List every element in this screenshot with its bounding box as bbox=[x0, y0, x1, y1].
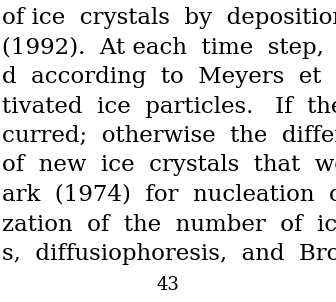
Text: curred;  otherwise  the  difference: curred; otherwise the difference bbox=[2, 125, 336, 147]
Text: of ice  crystals  by  deposition: of ice crystals by deposition bbox=[2, 7, 336, 29]
Text: zation  of  the  number  of  ice  cry: zation of the number of ice cry bbox=[2, 214, 336, 236]
Text: tivated  ice  particles.   If  the  la: tivated ice particles. If the la bbox=[2, 95, 336, 117]
Text: of  new  ice  crystals  that  would: of new ice crystals that would bbox=[2, 155, 336, 176]
Text: s,  diffusiophoresis,  and  Brow: s, diffusiophoresis, and Brow bbox=[2, 243, 336, 265]
Text: ark  (1974)  for  nucleation  of  dr: ark (1974) for nucleation of dr bbox=[2, 184, 336, 206]
Text: (1992).  At each  time  step,  the: (1992). At each time step, the bbox=[2, 37, 336, 59]
Text: d  according  to  Meyers  et  al.  fo: d according to Meyers et al. fo bbox=[2, 66, 336, 88]
Text: 43: 43 bbox=[157, 276, 179, 294]
